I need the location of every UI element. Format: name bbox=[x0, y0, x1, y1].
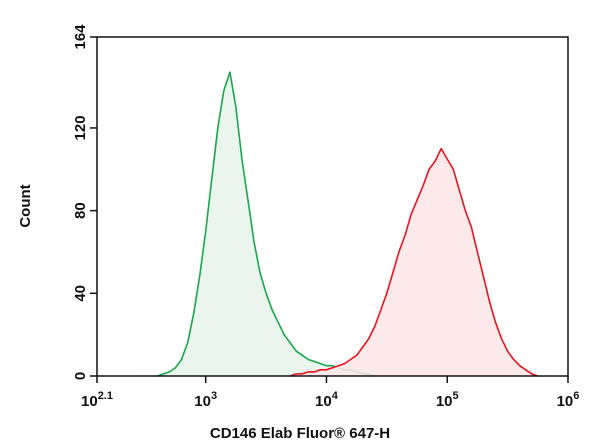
histogram-line bbox=[289, 147, 539, 377]
x-tick-label: 106 bbox=[557, 390, 580, 410]
x-tick-base: 10 bbox=[557, 393, 574, 410]
x-tick-label: 105 bbox=[436, 390, 459, 410]
x-tick-exponent: 4 bbox=[332, 390, 339, 402]
y-tick-label: 120 bbox=[72, 115, 89, 140]
x-tick-exponent: 6 bbox=[573, 390, 579, 402]
y-tick-label: 40 bbox=[72, 285, 89, 302]
plot-frame bbox=[96, 36, 569, 377]
x-tick-base: 10 bbox=[81, 393, 98, 410]
x-tick-base: 10 bbox=[194, 393, 211, 410]
x-axis-label: CD146 Elab Fluor® 647-H bbox=[210, 425, 390, 442]
y-tick-label: 0 bbox=[72, 372, 89, 380]
x-tick-exponent: 5 bbox=[453, 390, 459, 402]
x-tick-label: 102.1 bbox=[81, 390, 113, 410]
x-tick-exponent: 2.1 bbox=[98, 390, 113, 402]
x-tick-exponent: 3 bbox=[211, 390, 217, 402]
x-tick-base: 10 bbox=[315, 393, 332, 410]
x-tick-base: 10 bbox=[436, 393, 453, 410]
y-tick-label: 164 bbox=[72, 24, 89, 50]
x-tick-label: 103 bbox=[194, 390, 217, 410]
y-tick-label: 80 bbox=[72, 202, 89, 219]
x-tick-label: 104 bbox=[315, 390, 339, 410]
histogram-area bbox=[290, 148, 538, 376]
histogram-area bbox=[157, 72, 375, 376]
y-axis-label: Count bbox=[17, 184, 34, 227]
